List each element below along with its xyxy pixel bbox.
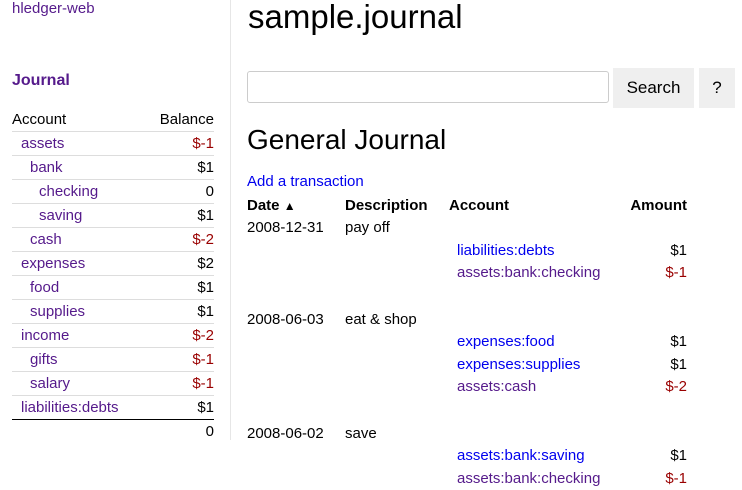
posting-amount: $1: [670, 241, 687, 259]
posting-row: assets:bank:checking $-1: [247, 262, 687, 285]
add-transaction-link[interactable]: Add a transaction: [247, 173, 364, 190]
transaction-row: 2008-12-31 pay off: [247, 217, 687, 240]
posting-amount: $-1: [665, 264, 687, 282]
posting-row: liabilities:debts $1: [247, 239, 687, 262]
posting-row: assets:cash $-2: [247, 376, 687, 399]
account-link[interactable]: expenses: [21, 255, 86, 272]
posting-account-link[interactable]: expenses:supplies: [457, 355, 581, 373]
account-row: liabilities:debts $1: [12, 395, 214, 420]
posting-row: assets:bank:checking $-1: [247, 467, 687, 490]
posting-row: assets:bank:saving $1: [247, 445, 687, 468]
sidebar: hledger-web Journal Account Balance asset…: [0, 0, 231, 443]
transaction-date: 2008-06-02: [247, 424, 324, 442]
posting-amount: $-2: [665, 378, 687, 396]
account-row: assets $-1: [12, 131, 214, 156]
account-link[interactable]: assets: [21, 135, 65, 152]
account-row: salary $-1: [12, 371, 214, 396]
account-row: expenses $2: [12, 251, 214, 276]
account-balance: $-2: [145, 323, 214, 348]
transaction-description: eat & shop: [345, 310, 417, 328]
account-row: bank $1: [12, 155, 214, 180]
posting-account-link[interactable]: assets:cash: [457, 378, 537, 396]
account-row: income $-2: [12, 323, 214, 348]
accounts-table: Account Balance assets $-1 bank $1 checking 0 s…: [12, 108, 214, 443]
account-balance: $2: [145, 251, 214, 276]
account-balance: $1: [145, 155, 214, 180]
account-link[interactable]: salary: [30, 375, 71, 392]
posting-account-link[interactable]: assets:bank:saving: [457, 447, 585, 465]
transaction-description: save: [345, 424, 377, 442]
transaction-description: pay off: [345, 219, 390, 237]
account-link[interactable]: liabilities:debts: [21, 399, 119, 416]
account-balance: $-2: [145, 227, 214, 252]
total-row: 0: [12, 419, 214, 443]
posting-amount: $-1: [665, 469, 687, 487]
account-row: food $1: [12, 275, 214, 300]
account-row: gifts $-1: [12, 347, 214, 372]
transaction-row: 2008-06-02 save: [247, 422, 687, 445]
journal-table: Date ▲ Description Account Amount 2008-1…: [247, 194, 687, 490]
account-balance: $1: [145, 203, 214, 228]
search-button[interactable]: Search: [613, 68, 694, 108]
posting-amount: $1: [670, 355, 687, 373]
posting-account-link[interactable]: expenses:food: [457, 333, 555, 351]
posting-row: expenses:food $1: [247, 331, 687, 354]
posting-account-link[interactable]: assets:bank:checking: [457, 264, 601, 282]
total-balance: 0: [145, 419, 214, 443]
page-title: sample.journal: [248, 0, 463, 35]
posting-amount: $1: [670, 447, 687, 465]
account-link[interactable]: food: [30, 279, 60, 296]
amount-column-header: Amount: [630, 196, 687, 214]
account-balance: $-1: [145, 131, 214, 156]
account-balance: $1: [145, 299, 214, 324]
account-row: cash $-2: [12, 227, 214, 252]
account-balance: $1: [145, 275, 214, 300]
account-header: Account: [12, 111, 67, 128]
transaction-date: 2008-12-31: [247, 219, 324, 237]
transaction-row: 2008-06-03 eat & shop: [247, 308, 687, 331]
account-balance: $-1: [145, 371, 214, 396]
posting-account-link[interactable]: liabilities:debts: [457, 241, 555, 259]
account-link[interactable]: cash: [30, 231, 62, 248]
posting-account-link[interactable]: assets:bank:checking: [457, 469, 601, 487]
account-balance: 0: [145, 179, 214, 204]
account-row: saving $1: [12, 203, 214, 228]
transaction-date: 2008-06-03: [247, 310, 324, 328]
date-column-header[interactable]: Date ▲: [247, 196, 296, 214]
description-column-header: Description: [345, 196, 428, 214]
posting-amount: $1: [670, 333, 687, 351]
account-link[interactable]: saving: [39, 207, 83, 224]
account-column-header: Account: [449, 196, 509, 214]
account-link[interactable]: checking: [39, 183, 99, 200]
account-link[interactable]: bank: [30, 159, 63, 176]
account-link[interactable]: supplies: [30, 303, 86, 320]
posting-row: expenses:supplies $1: [247, 353, 687, 376]
balance-header: Balance: [159, 111, 214, 128]
account-link[interactable]: income: [21, 327, 70, 344]
help-button[interactable]: ?: [699, 68, 735, 108]
chevron-up-icon: ▲: [283, 198, 296, 213]
account-balance: $-1: [145, 347, 214, 372]
account-row: supplies $1: [12, 299, 214, 324]
account-balance: $1: [145, 395, 214, 420]
account-row: checking 0: [12, 179, 214, 204]
search-input[interactable]: [247, 71, 609, 103]
brand-link[interactable]: hledger-web: [12, 0, 95, 17]
journal-link[interactable]: Journal: [12, 72, 70, 89]
account-link[interactable]: gifts: [30, 351, 58, 368]
journal-heading: General Journal: [247, 124, 447, 155]
